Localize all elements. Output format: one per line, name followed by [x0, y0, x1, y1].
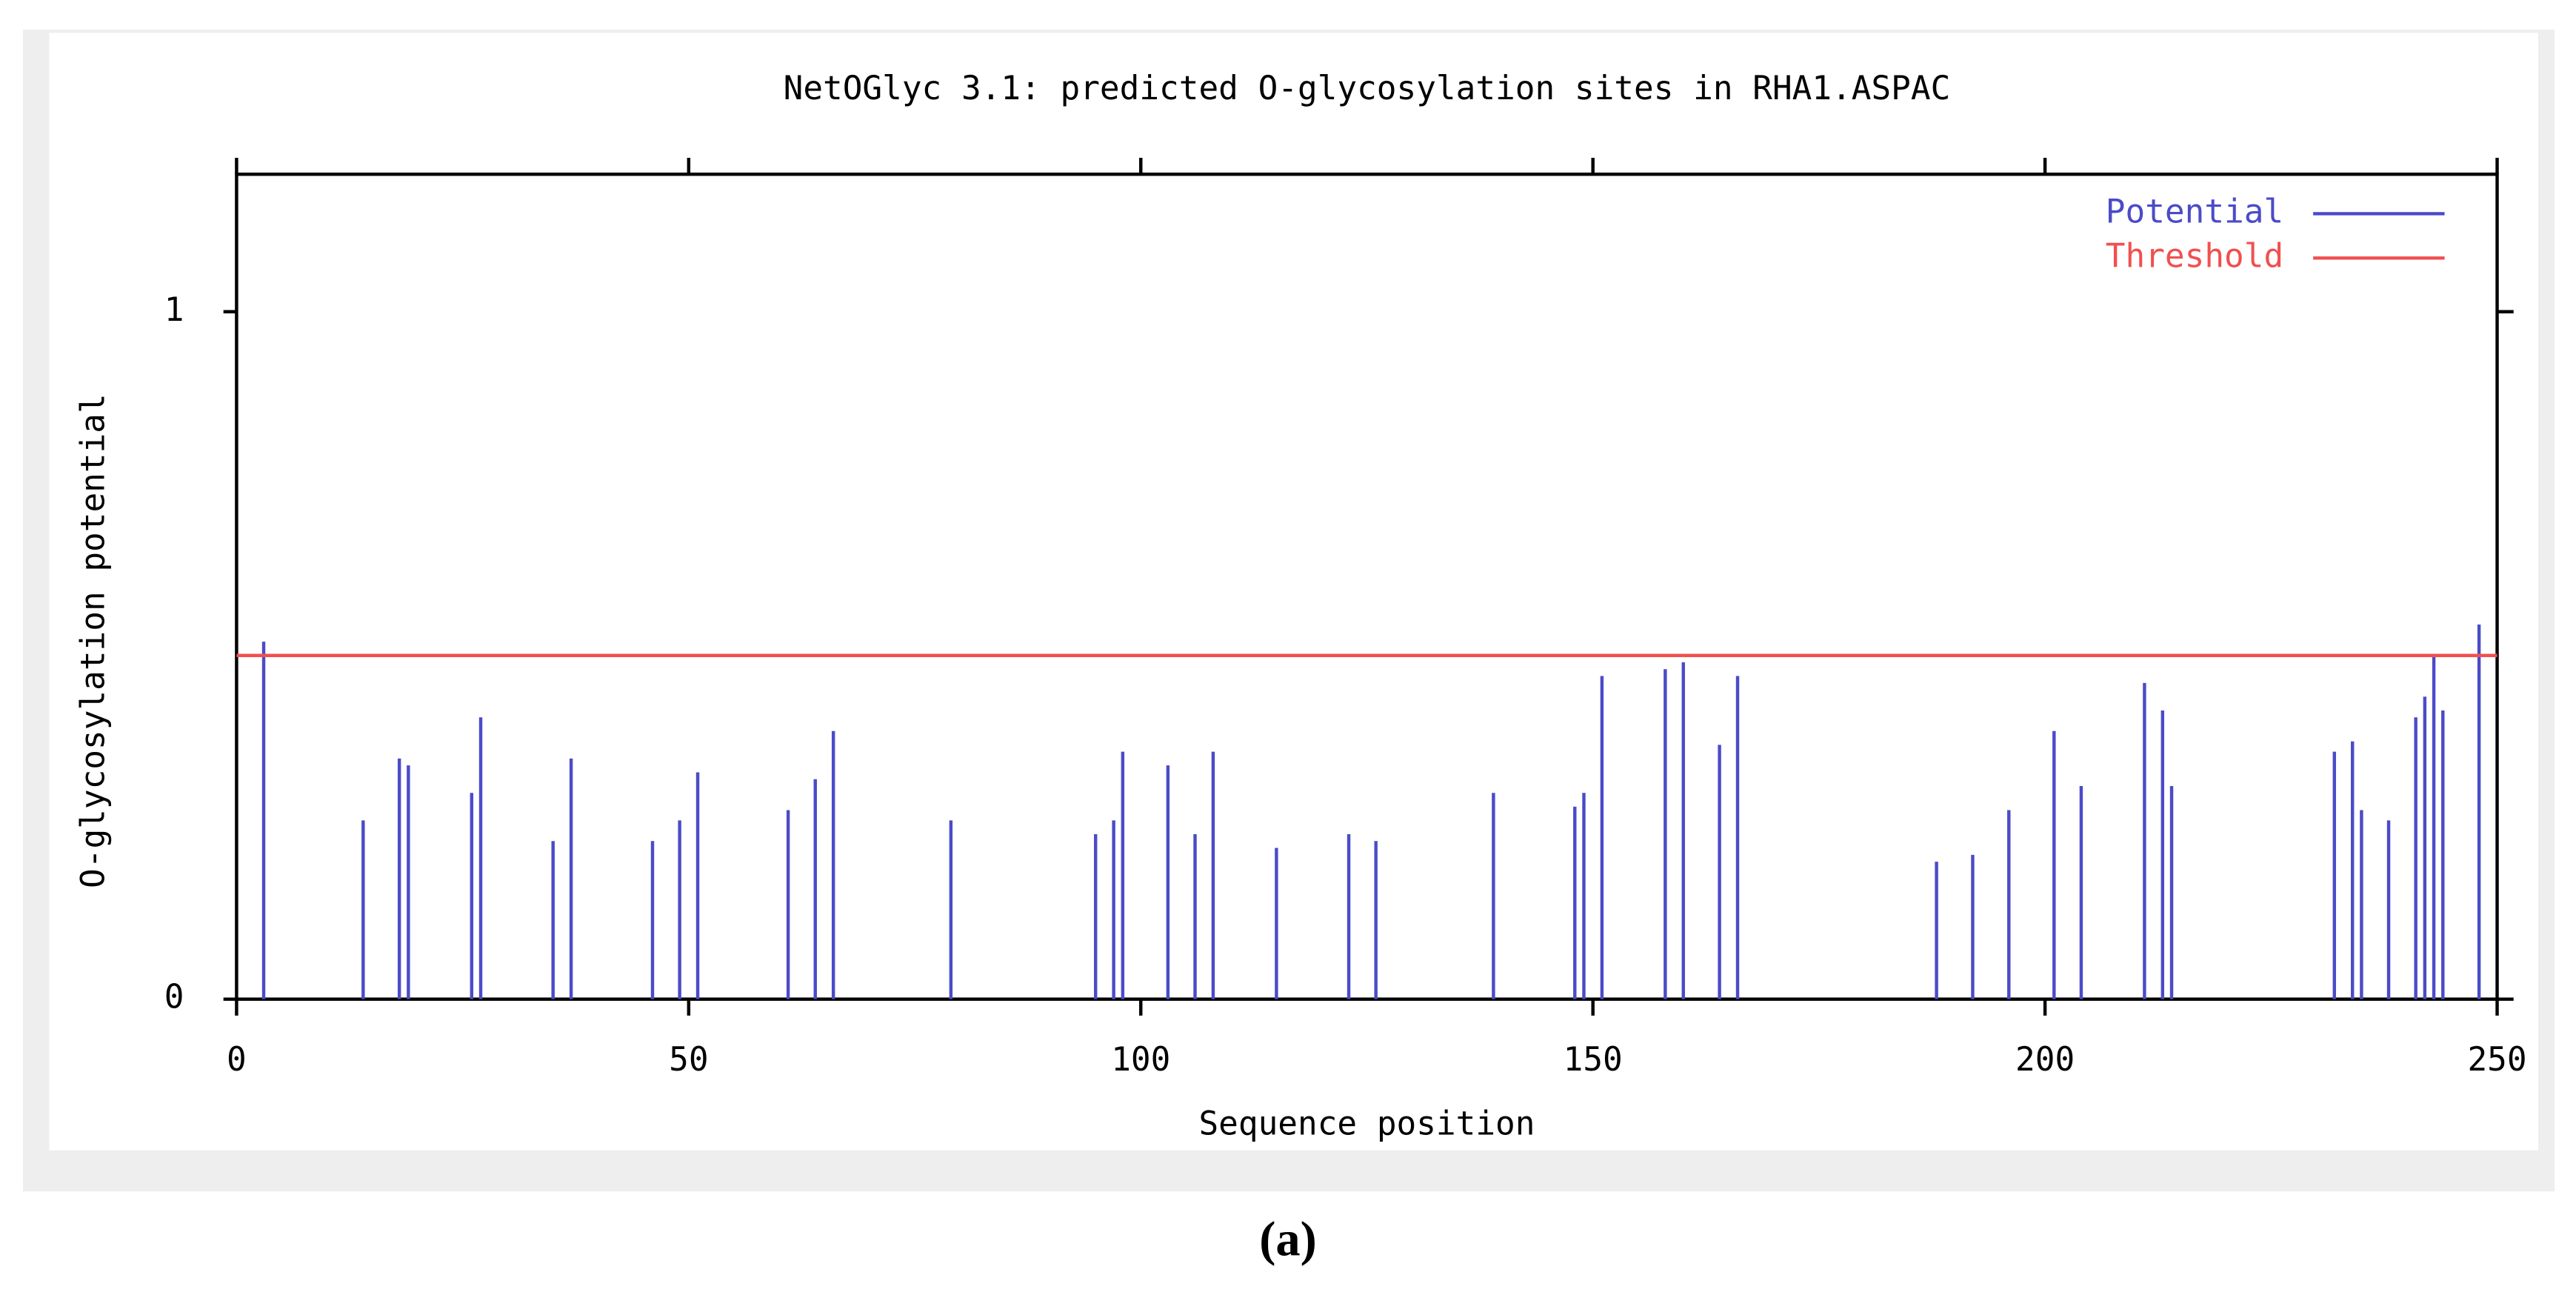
legend-label: Potential	[2106, 193, 2283, 230]
chart-title: NetOGlyc 3.1: predicted O-glycosylation …	[784, 70, 1951, 107]
y-tick-label: 1	[164, 291, 184, 329]
x-tick-label: 150	[1564, 1041, 1623, 1079]
plot-background	[49, 33, 2538, 1151]
legend-label: Threshold	[2106, 237, 2283, 275]
caption: (a)	[1259, 1212, 1317, 1266]
x-tick-label: 250	[2467, 1041, 2526, 1079]
x-tick-label: 0	[227, 1041, 247, 1079]
plot-border	[235, 172, 2499, 1001]
y-tick-label: 0	[164, 979, 184, 1016]
x-axis-label: Sequence position	[1198, 1105, 1535, 1142]
x-tick-label: 50	[669, 1041, 708, 1079]
x-tick-label: 100	[1111, 1041, 1170, 1079]
y-axis-label: O-glycosylation potential	[75, 393, 113, 888]
x-tick-label: 200	[2015, 1041, 2075, 1079]
